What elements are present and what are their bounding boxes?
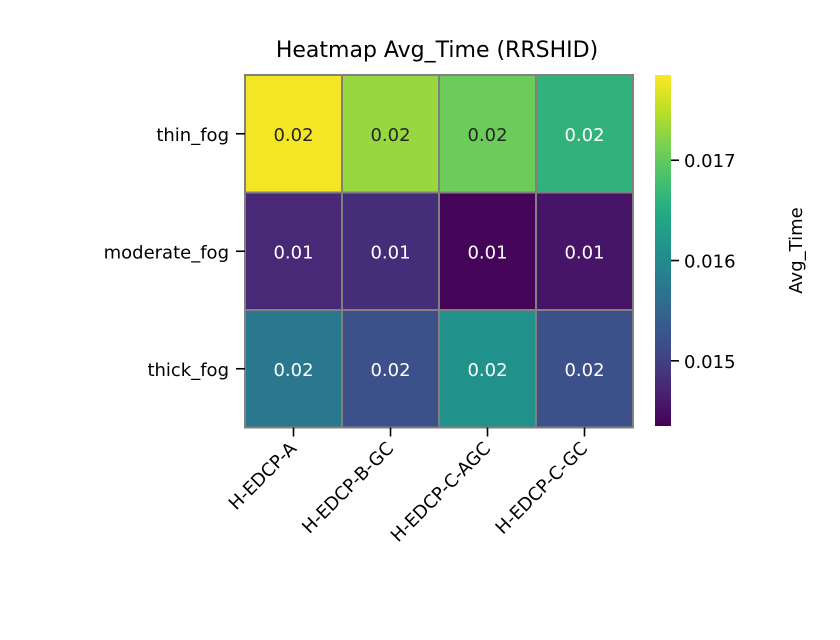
- cell-value-label: 0.02: [467, 125, 507, 146]
- chart-title: Heatmap Avg_Time (RRSHID): [276, 38, 598, 63]
- heatmap-cell: [341, 191, 440, 311]
- cell-value-label: 0.02: [467, 360, 507, 381]
- heatmap-cell: [341, 309, 440, 429]
- colorbar-label: Avg_Time: [786, 207, 807, 293]
- cell-value-label: 0.02: [370, 125, 410, 146]
- x-tick-label: H-EDCP-B-GC: [298, 438, 398, 538]
- cell-value-label: 0.02: [273, 125, 313, 146]
- cell-value-label: 0.01: [273, 242, 313, 263]
- colorbar-tick-label: 0.017: [684, 151, 736, 172]
- colorbar-tick-label: 0.016: [684, 252, 736, 273]
- x-axis: H-EDCP-AH-EDCP-B-GCH-EDCP-C-AGCH-EDCP-C-…: [225, 427, 592, 546]
- cell-value-label: 0.01: [564, 242, 604, 263]
- heatmap-cell: [535, 309, 634, 429]
- colorbar: 0.015 0.016 0.017 Avg_Time: [655, 75, 807, 426]
- y-tick-label: thick_fog: [147, 360, 229, 381]
- cell-value-label: 0.01: [467, 242, 507, 263]
- cell-value-label: 0.01: [370, 242, 410, 263]
- cell-value-label: 0.02: [273, 360, 313, 381]
- heatmap-cell: [535, 74, 634, 194]
- heatmap-cell: [341, 74, 440, 194]
- x-tick-label: H-EDCP-C-GC: [492, 438, 592, 538]
- cell-value-label: 0.02: [564, 360, 604, 381]
- heatmap-cell: [244, 74, 343, 194]
- colorbar-tick-label: 0.015: [684, 352, 736, 373]
- heatmap-cell: [438, 74, 537, 194]
- y-tick-label: thin_fog: [156, 125, 229, 146]
- cell-value-label: 0.02: [370, 360, 410, 381]
- heatmap-cell: [535, 191, 634, 311]
- y-axis: thin_fog moderate_fog thick_fog: [104, 125, 245, 381]
- x-tick-label: H-EDCP-C-AGC: [387, 438, 495, 546]
- x-tick-label: H-EDCP-A: [225, 438, 302, 515]
- y-tick-label: moderate_fog: [104, 242, 229, 263]
- heatmap-cells: 0.02 0.02 0.02 0.02 0.01 0.01 0.01 0.01 0.02 0.02…: [244, 74, 634, 429]
- cell-value-label: 0.02: [564, 125, 604, 146]
- colorbar-gradient: [655, 75, 671, 426]
